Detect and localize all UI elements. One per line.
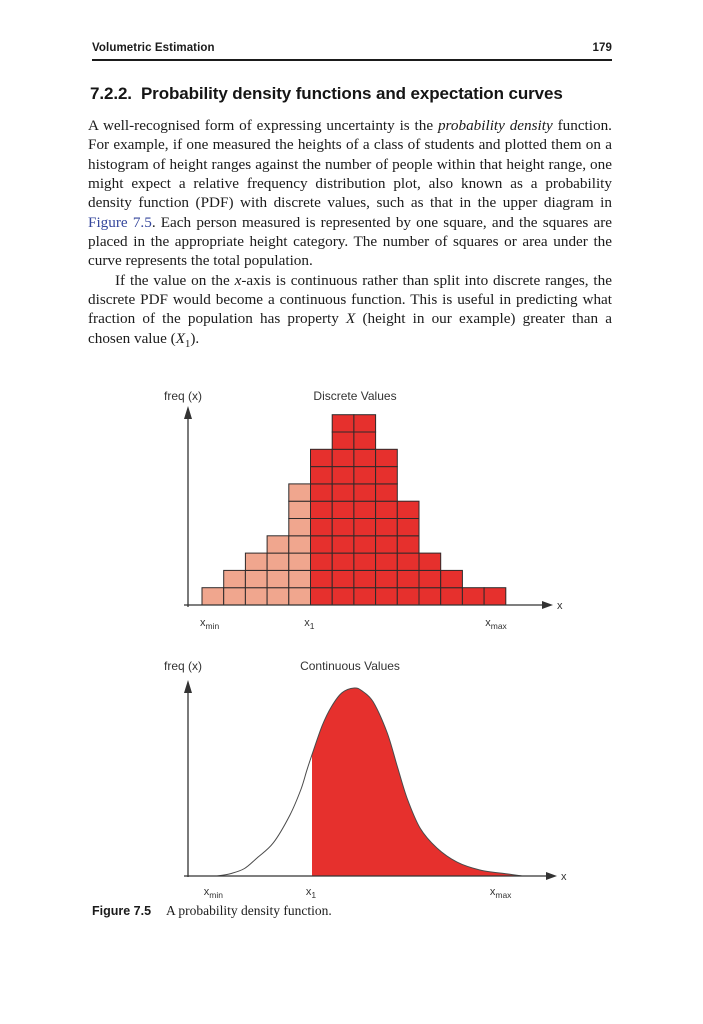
svg-text:Discrete Values: Discrete Values xyxy=(313,389,396,403)
italic-run: X xyxy=(346,310,356,328)
figure-7-5-link[interactable]: Figure 7.5 xyxy=(88,213,152,231)
svg-text:Continuous Values: Continuous Values xyxy=(300,659,400,673)
header-rule xyxy=(92,59,612,61)
page-number: 179 xyxy=(592,42,612,54)
text-run: ). xyxy=(190,329,200,347)
italic-run: X xyxy=(175,329,185,347)
text-run: (height in our example) greater than a c… xyxy=(88,310,612,347)
svg-text:x1: x1 xyxy=(306,886,317,900)
figure-7-5: freq (x) Discrete Values x xmin x1 xmax freq … xyxy=(0,385,703,940)
section-heading: 7.2.2. Probability density functions and … xyxy=(90,84,563,104)
svg-text:xmin: xmin xyxy=(204,886,223,900)
running-title: Volumetric Estimation xyxy=(92,42,215,54)
continuous-values-chart: freq (x) Continuous Values x xmin x1 xmax xyxy=(164,659,567,900)
svg-text:xmax: xmax xyxy=(485,617,507,631)
text-run: A well-recognised form of expressing unc… xyxy=(88,117,438,134)
paragraph-2: If the value on the x-axis is continuous… xyxy=(88,271,612,354)
svg-text:freq (x): freq (x) xyxy=(164,389,202,403)
svg-text:xmin: xmin xyxy=(200,617,219,631)
svg-text:xmax: xmax xyxy=(490,886,512,900)
paragraph-1: A well-recognised form of expressing unc… xyxy=(88,116,612,271)
figure-caption: Figure 7.5 A probability density function… xyxy=(92,903,332,919)
italic-run: probability density xyxy=(437,117,553,134)
caption-label: Figure 7.5 xyxy=(92,904,152,918)
caption-text: A probability density function. xyxy=(166,903,332,918)
svg-text:x1: x1 xyxy=(304,617,315,631)
svg-text:x: x xyxy=(561,871,567,883)
page-header: Volumetric Estimation 179 xyxy=(92,42,612,54)
text-run: -axis is continuous rather than split in… xyxy=(88,271,612,328)
text-run: . Each person measured is represented by… xyxy=(88,213,612,270)
discrete-values-chart: freq (x) Discrete Values x xmin x1 xmax xyxy=(164,389,563,631)
body-text: A well-recognised form of expressing unc… xyxy=(88,116,612,354)
text-run: If the value on the xyxy=(115,271,235,289)
svg-text:freq (x): freq (x) xyxy=(164,659,202,673)
section-title: Probability density functions and expect… xyxy=(140,84,563,103)
text-run: function. For example, if one measured t… xyxy=(88,117,612,212)
section-number: 7.2.2. xyxy=(90,84,132,103)
italic-run: x xyxy=(234,271,242,289)
subscript-run: 1 xyxy=(185,338,191,350)
svg-text:x: x xyxy=(557,600,563,612)
